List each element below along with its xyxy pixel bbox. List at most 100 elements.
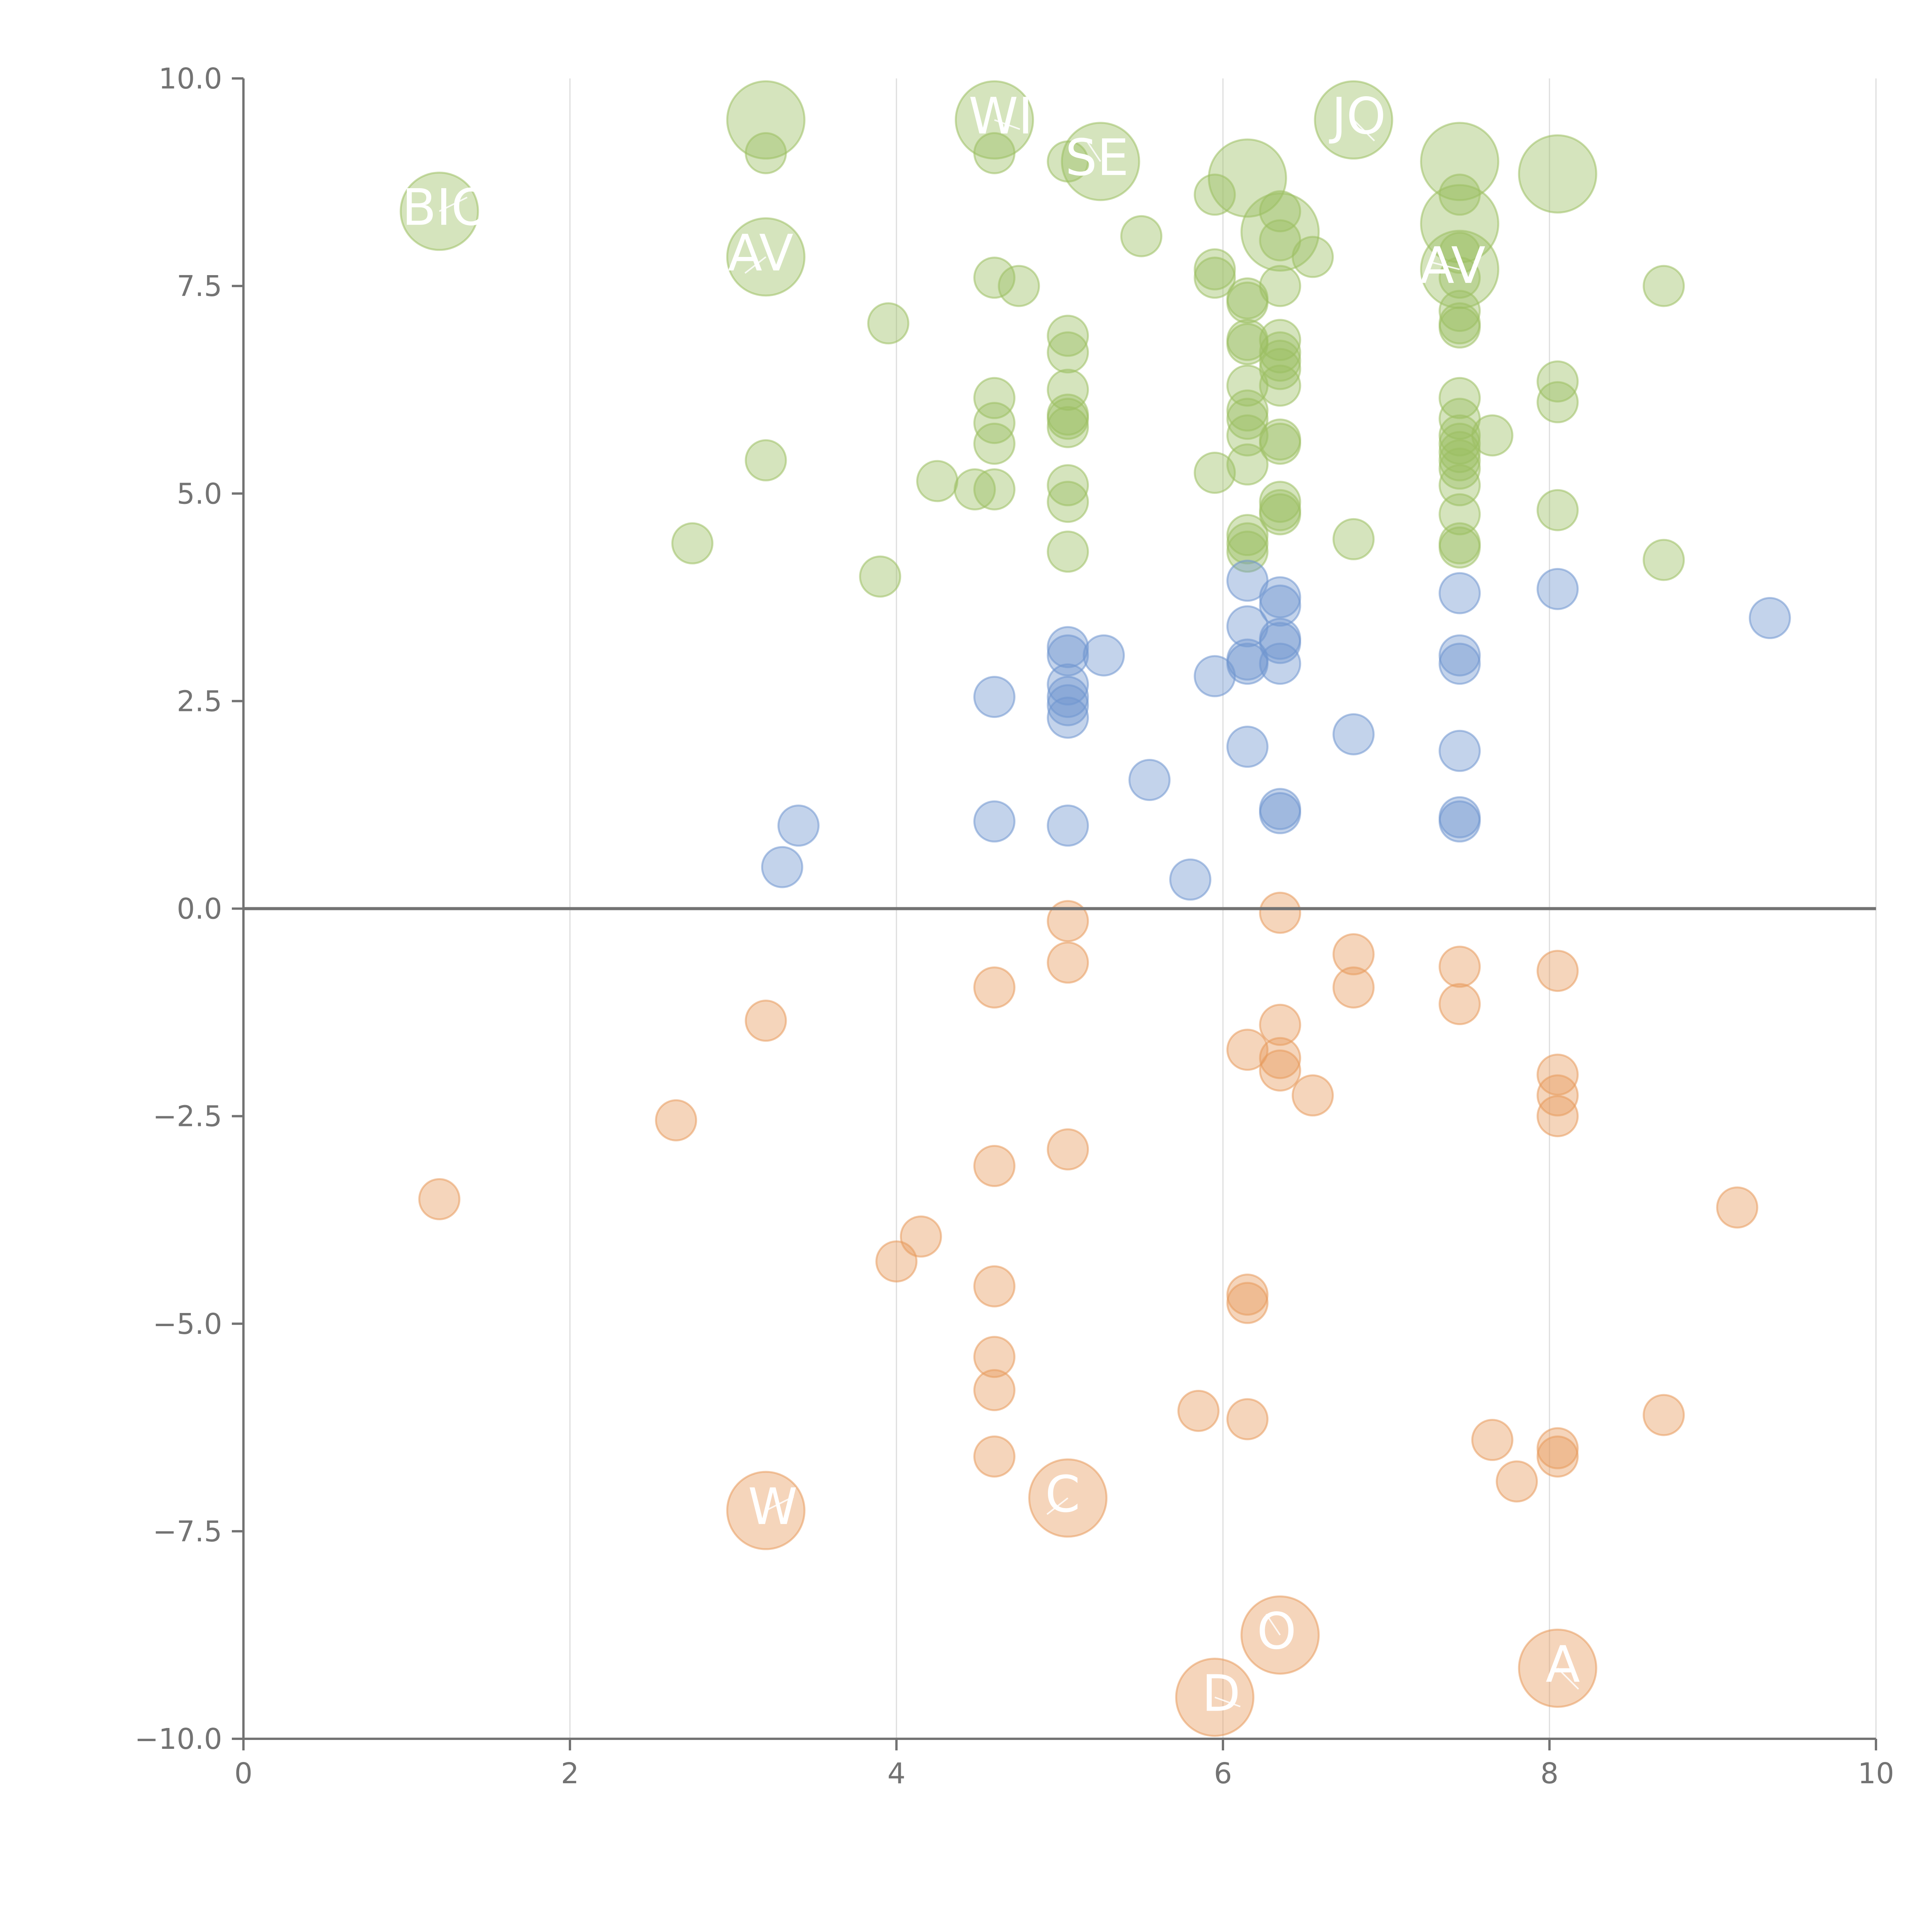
label-leader-line	[994, 119, 1020, 130]
bubble-point	[655, 1099, 697, 1141]
bubble-point	[1471, 1419, 1514, 1461]
bubble-point	[1226, 643, 1269, 685]
bubble-point	[867, 302, 910, 345]
bubble-point	[1291, 236, 1334, 278]
bubble-label: AV	[1420, 236, 1486, 295]
label-leader-line	[765, 1496, 794, 1511]
bubble-point	[1177, 1389, 1220, 1432]
bubble-point	[1226, 1282, 1269, 1324]
bubble-point	[1439, 730, 1481, 772]
bubble-point	[1332, 713, 1375, 755]
bubble-point	[1047, 331, 1089, 374]
x-tick-label: 8	[1540, 1757, 1558, 1790]
y-tick-label: 5.0	[177, 477, 222, 510]
y-tick-label: −10.0	[134, 1723, 222, 1756]
bubble-point	[1194, 173, 1236, 216]
bubble-label: D	[1202, 1664, 1240, 1723]
bubble-point	[1332, 966, 1375, 1009]
bubble-point	[1439, 800, 1481, 843]
bubble-point	[1047, 900, 1089, 942]
x-tick-label: 6	[1214, 1757, 1232, 1790]
bubble-point	[1536, 1095, 1579, 1138]
bubble-point	[1226, 414, 1269, 457]
bubble-point	[1259, 643, 1301, 685]
bubble-point	[1643, 1394, 1685, 1436]
bubble-point	[1047, 464, 1089, 507]
bubble-point	[998, 265, 1040, 307]
bubble-point	[1047, 369, 1089, 411]
bubble-point	[973, 132, 1015, 174]
bubble-point	[1518, 134, 1597, 214]
bubble-point	[418, 1178, 461, 1220]
bubble-point	[745, 1000, 787, 1042]
label-leader-line	[1353, 119, 1375, 141]
bubble-point	[1259, 422, 1301, 465]
bubble-point	[1047, 804, 1089, 847]
y-tick-label: −7.5	[153, 1515, 222, 1548]
bubble-point	[1420, 184, 1500, 264]
bubble-point	[761, 846, 803, 888]
bubble-point	[1120, 215, 1163, 257]
x-tick-label: 2	[561, 1757, 579, 1790]
bubble-point	[1259, 364, 1301, 407]
bubble-point	[973, 422, 1015, 465]
bubble-point	[1194, 452, 1236, 494]
bubble-point	[1226, 531, 1269, 573]
bubble-label: W	[748, 1477, 798, 1536]
bubble-point	[1716, 1186, 1759, 1229]
bubble-point	[1496, 1460, 1538, 1503]
bubble-point	[1332, 518, 1375, 560]
bubble-point	[1643, 539, 1685, 581]
bubble-point	[1536, 950, 1579, 992]
bubble-label: AV	[728, 224, 794, 282]
bubble-point	[973, 257, 1015, 299]
bubble-point	[1259, 265, 1301, 307]
bubble-point	[745, 132, 787, 174]
bubble-point	[1439, 447, 1481, 490]
bubble-point	[1643, 265, 1685, 307]
bubble-point	[1047, 315, 1089, 357]
label-leader-line	[439, 196, 468, 212]
bubble-point	[1471, 414, 1514, 457]
point-label-layer: BIO AV WI SE JO AV W C DO A	[402, 87, 1580, 1723]
bubble-point	[1536, 381, 1579, 423]
bubble-point	[973, 1336, 1015, 1378]
bubble-point	[973, 468, 1015, 511]
bubble-point	[973, 1145, 1015, 1187]
bubble-point	[1748, 597, 1791, 639]
label-leader-line	[1432, 262, 1460, 270]
bubble-point	[1047, 634, 1089, 677]
bubble-point	[1536, 489, 1579, 531]
label-leader-line	[744, 256, 767, 274]
bubble-point	[1047, 406, 1089, 448]
bubble-point	[1439, 493, 1481, 536]
bubble-point	[1259, 190, 1301, 233]
bubble-point	[1047, 481, 1089, 523]
bubble-point	[1128, 759, 1171, 801]
bubble-point	[973, 1369, 1015, 1412]
bubble-point	[1047, 941, 1089, 984]
label-leader-line	[1265, 1614, 1281, 1636]
bubble-label: A	[1546, 1635, 1580, 1694]
bubble-point	[1259, 348, 1301, 390]
bubble-point	[1439, 306, 1481, 349]
bubble-point	[1194, 257, 1236, 299]
bubble-point	[973, 1435, 1015, 1478]
bubble-label: BIO	[402, 178, 491, 237]
bubble-point	[973, 966, 1015, 1009]
x-tick-label: 0	[234, 1757, 252, 1790]
bubble-point	[1439, 572, 1481, 614]
bubble-point	[973, 676, 1015, 718]
bubble-point	[1259, 584, 1301, 627]
bubble-point	[1047, 140, 1089, 183]
bubble-point	[1226, 1029, 1269, 1071]
bubble-point	[1226, 398, 1269, 440]
label-leader-line	[1086, 140, 1101, 162]
bubble-label: O	[1257, 1602, 1296, 1660]
bubble-point	[900, 1215, 942, 1258]
bubble-point	[1259, 891, 1301, 934]
bubble-point	[1439, 983, 1481, 1026]
bubble-point	[1047, 531, 1089, 573]
bubble-point	[1291, 1074, 1334, 1117]
